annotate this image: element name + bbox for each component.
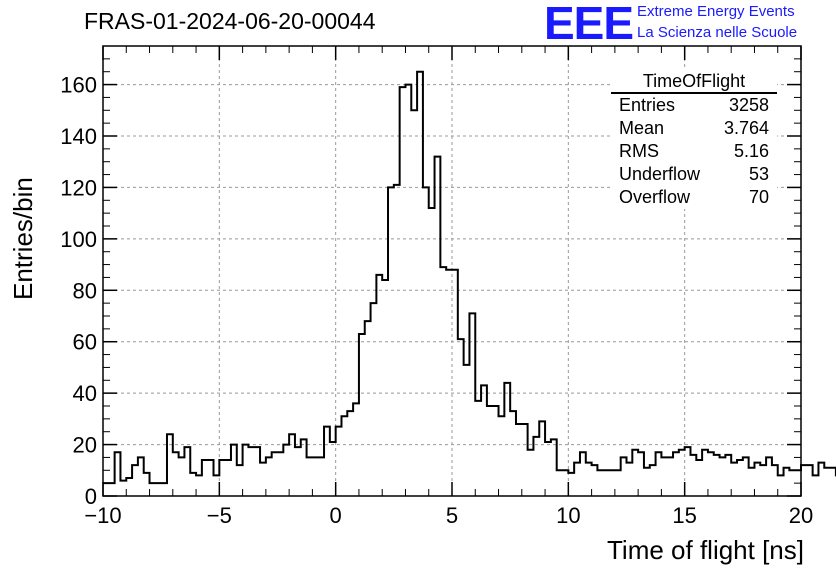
stats-row: Underflow 53	[611, 163, 777, 186]
grid-lines	[103, 46, 801, 496]
x-tick-label: 15	[672, 503, 696, 528]
x-tick-label: −10	[84, 503, 121, 528]
stats-label: Entries	[619, 95, 676, 115]
logo-line-1: Extreme Energy Events	[637, 3, 795, 20]
eee-logo: EEE	[544, 0, 634, 49]
histogram-series	[103, 70, 836, 485]
axis-ticks	[102, 45, 802, 497]
y-tick-label: 120	[60, 175, 97, 200]
stats-row: Overflow 70	[611, 186, 777, 209]
stats-row: Mean 3.764	[611, 117, 777, 140]
x-tick-label: 5	[446, 503, 458, 528]
stats-label: Overflow	[619, 187, 691, 207]
y-tick-label: 20	[73, 433, 97, 458]
stats-value: 5.16	[733, 141, 769, 161]
y-tick-label: 140	[60, 124, 97, 149]
stats-label: RMS	[619, 141, 659, 161]
chart-title: FRAS-01-2024-06-20-00044	[84, 8, 376, 34]
y-tick-label: 80	[73, 278, 97, 303]
y-tick-label: 0	[85, 484, 97, 509]
x-tick-label: 10	[556, 503, 580, 528]
y-tick-label: 100	[60, 227, 97, 252]
x-tick-label: −5	[207, 503, 232, 528]
y-axis-label: Entries/bin	[8, 177, 38, 300]
x-tick-label: 20	[789, 503, 813, 528]
y-tick-label: 60	[73, 330, 97, 355]
stats-value: 3.764	[723, 118, 769, 138]
stats-label: Mean	[619, 118, 665, 138]
x-tick-label: 0	[330, 503, 342, 528]
stats-label: Underflow	[619, 164, 701, 184]
y-tick-label: 40	[73, 381, 97, 406]
x-axis-label: Time of flight [ns]	[607, 535, 804, 565]
stats-row: Entries 3258	[611, 94, 777, 117]
stats-title: TimeOfFlight	[611, 70, 777, 94]
y-tick-label: 160	[60, 73, 97, 98]
stats-value: 53	[748, 164, 769, 184]
stats-value: 70	[748, 187, 769, 207]
stats-box: TimeOfFlight Entries 3258 Mean 3.764 RMS…	[611, 70, 777, 209]
axis-tick-labels: 0 20 40 60 80 100 120 140 160 −10 −5 0 5 10 15 20	[60, 73, 813, 528]
stats-value: 3258	[728, 95, 769, 115]
stats-row: RMS 5.16	[611, 140, 777, 163]
logo-line-2: La Scienza nelle Scuole	[637, 24, 798, 41]
